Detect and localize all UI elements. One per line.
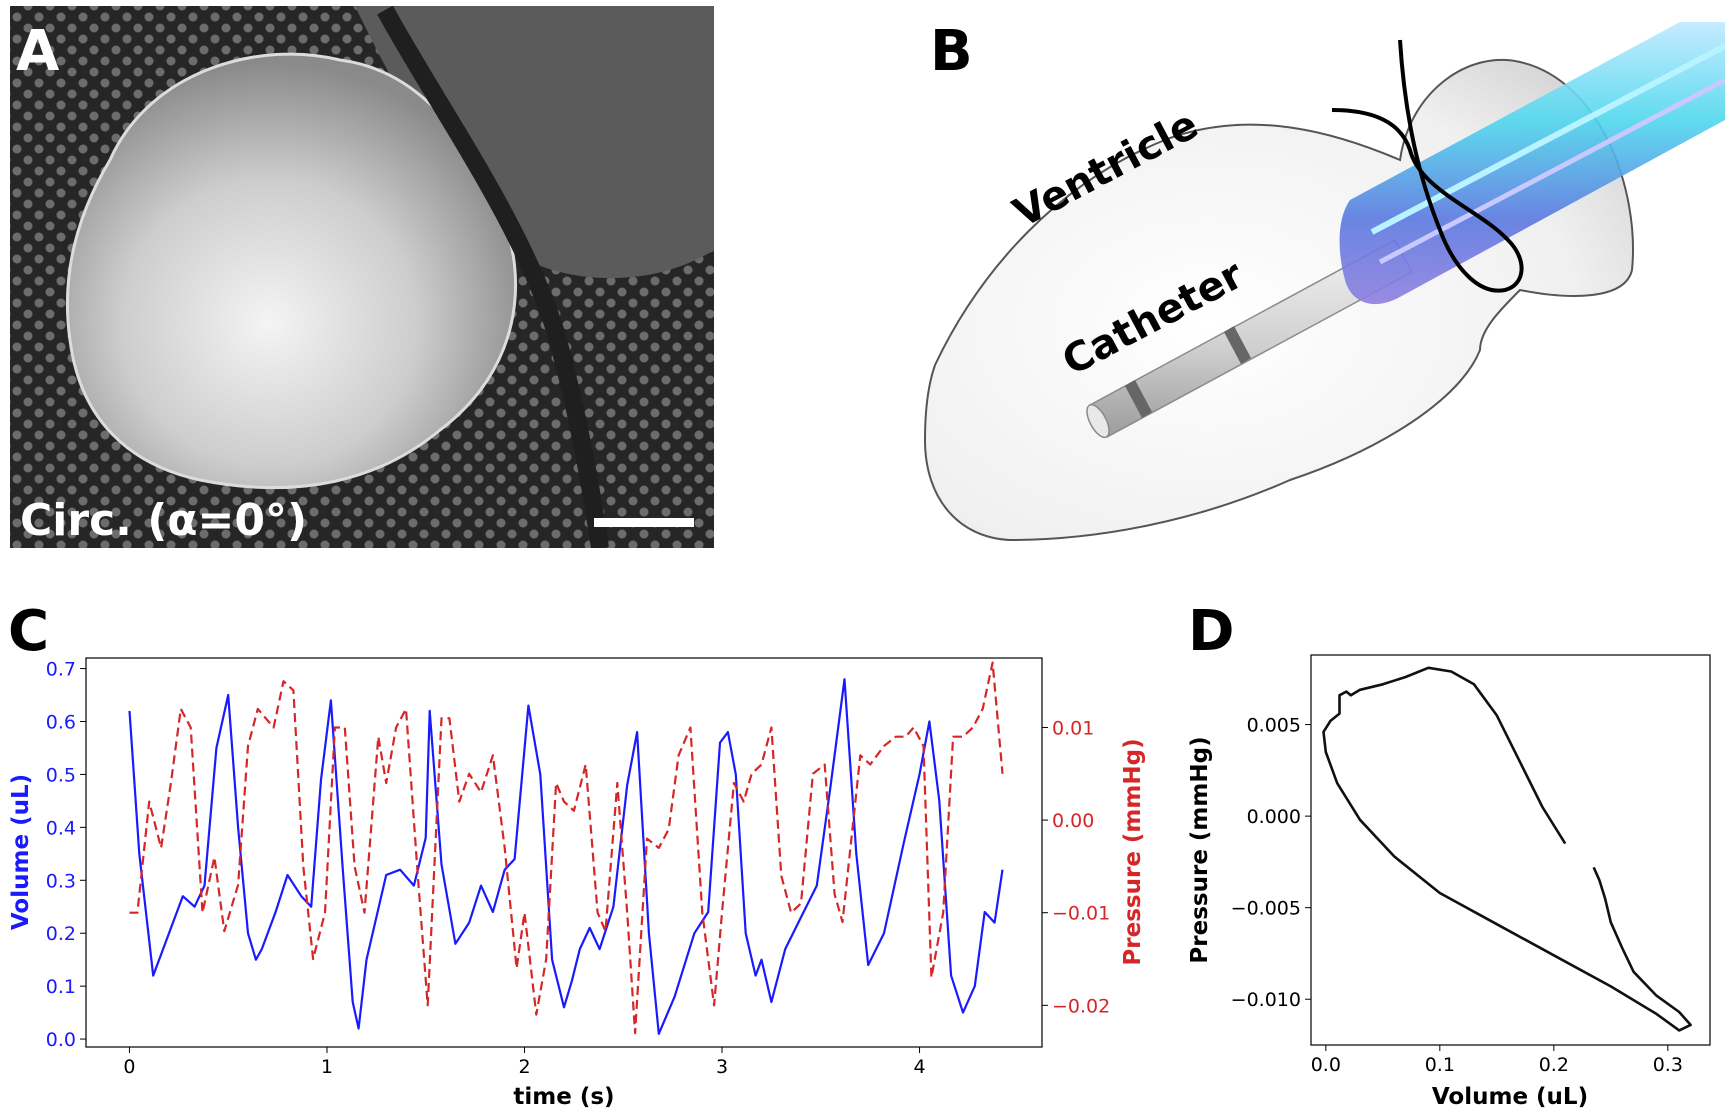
- panel-letter-b: B: [930, 19, 973, 84]
- photo-fold-line: [377, 6, 609, 548]
- chart-d-frame: [1310, 654, 1711, 1046]
- chart-c-frame: [85, 657, 1043, 1048]
- chart-d-xlabel: Volume (uL): [1432, 1084, 1588, 1110]
- chart-c-ytick-label: 0.6: [46, 712, 76, 734]
- chart-c: 0.0 0.1 0.2 0.3 0.4 0.5 0.6 0.7 0.01 0.00 −0.01 −0…: [8, 657, 1146, 1110]
- chart-c-ylabel: Volume (uL): [8, 774, 34, 930]
- chart-c-xtick-label: 1: [321, 1056, 333, 1078]
- scale-bar: [594, 518, 694, 527]
- chart-c-ytick-label: 0.5: [46, 764, 76, 786]
- catheter-band-2: [1224, 326, 1251, 364]
- chart-c-ytick-label: 0.1: [46, 976, 76, 998]
- suture: [1331, 39, 1524, 293]
- chart-c-xtick-label: 0: [123, 1056, 135, 1078]
- chart-c-ytick-label: 0.7: [46, 659, 76, 681]
- panel-letter-a: A: [16, 19, 60, 84]
- chart-c-xtick-label: 4: [913, 1056, 925, 1078]
- volume-series-line: [128, 678, 1004, 1035]
- catheter-tip: [1086, 403, 1110, 439]
- chart-d-xtick-label: 0.3: [1653, 1054, 1683, 1076]
- chart-d-ytick-label: 0.000: [1247, 806, 1301, 828]
- panel-letter-d: D: [1188, 599, 1234, 664]
- photo-dark-flap: [355, 6, 714, 279]
- chart-d-ylabel: Pressure (mmHg): [1187, 736, 1213, 963]
- chart-d-ytick-label: −0.005: [1231, 898, 1301, 920]
- chart-c-xlabel: time (s): [513, 1084, 614, 1110]
- chart-d: 0.005 0.000 −0.005 −0.010 0.0 0.1 0.2 0.3 Volu…: [1187, 654, 1711, 1110]
- chart-c-ytick-label: 0.4: [46, 817, 76, 839]
- chart-d-xtick-label: 0.1: [1425, 1054, 1455, 1076]
- photo-caption: Circ. (α=0°): [20, 495, 307, 546]
- tube-inner-2: [1378, 77, 1725, 265]
- chart-c-y2tick-label: −0.02: [1052, 995, 1110, 1017]
- chart-d-xtick-label: 0.2: [1539, 1054, 1569, 1076]
- chart-d-ytick-label: −0.010: [1231, 989, 1301, 1011]
- chart-c-y2tick-label: 0.00: [1052, 810, 1094, 832]
- catheter-band-1: [1125, 380, 1152, 418]
- pv-loop-line: [1322, 666, 1692, 1032]
- chart-c-y2label: Pressure (mmHg): [1120, 738, 1146, 965]
- photo-tissue: [65, 52, 517, 490]
- pressure-series-line: [129, 661, 1004, 1035]
- chart-d-xtick-label: 0.0: [1311, 1054, 1341, 1076]
- chart-c-xtick-label: 3: [716, 1056, 728, 1078]
- chart-c-y2tick-label: −0.01: [1052, 903, 1110, 925]
- panel-a-photo: [10, 6, 714, 548]
- chart-c-xtick-label: 2: [518, 1056, 530, 1078]
- panel-b-diagram: Ventricle Catheter: [923, 22, 1725, 542]
- chart-c-ytick-label: 0.2: [46, 923, 76, 945]
- panel-letter-c: C: [8, 599, 49, 664]
- chart-c-y2tick-label: 0.01: [1052, 717, 1094, 739]
- chart-c-ytick-label: 0.0: [46, 1029, 76, 1051]
- chart-c-ytick-label: 0.3: [46, 870, 76, 892]
- chart-d-ytick-label: 0.005: [1247, 715, 1301, 737]
